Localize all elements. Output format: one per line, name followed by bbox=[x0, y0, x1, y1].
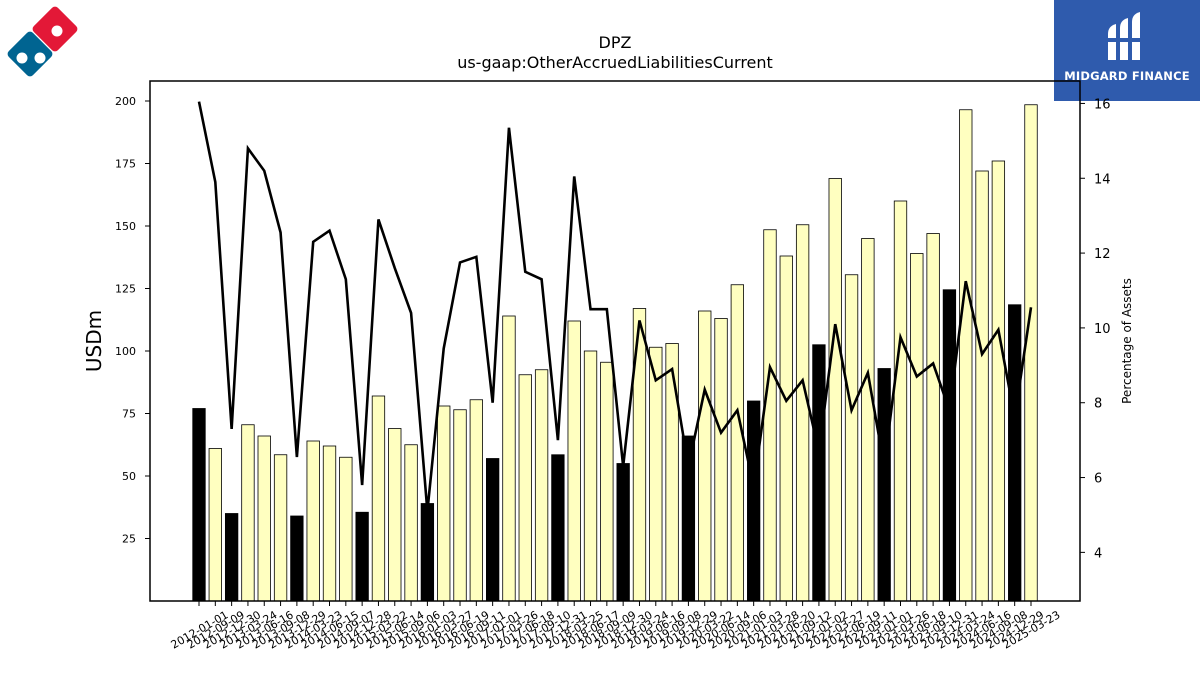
bar bbox=[306, 440, 320, 602]
bar bbox=[322, 445, 337, 602]
bar bbox=[241, 424, 255, 602]
bar bbox=[844, 274, 859, 602]
bar bbox=[420, 503, 435, 602]
bar bbox=[779, 255, 793, 602]
y-tick-label: 150 bbox=[115, 220, 136, 233]
y-tick-label: 200 bbox=[115, 95, 136, 108]
bar bbox=[192, 408, 206, 602]
domino-bottom-tile bbox=[7, 31, 53, 77]
bar bbox=[747, 400, 761, 602]
y-tick-label: 75 bbox=[122, 408, 136, 421]
x-axis: 2012-01-012012-09-092012-12-302013-03-24… bbox=[169, 601, 1063, 652]
bar bbox=[1008, 304, 1022, 602]
bar bbox=[926, 233, 940, 602]
chart-title: DPZ bbox=[599, 33, 632, 52]
bar bbox=[714, 318, 728, 602]
bar bbox=[763, 229, 777, 602]
y-tick-label: 125 bbox=[115, 283, 136, 296]
bar bbox=[518, 374, 532, 602]
y2-tick-label: 10 bbox=[1094, 322, 1111, 337]
y2-tick-label: 6 bbox=[1094, 472, 1102, 487]
y-axis-left: 25 50 75 100 125 150 175 200 bbox=[115, 95, 150, 546]
bar bbox=[861, 238, 875, 602]
y2-axis-label: Percentage of Assets bbox=[1120, 278, 1134, 404]
bar bbox=[730, 284, 744, 602]
bar bbox=[371, 395, 386, 602]
y-tick-label: 175 bbox=[115, 158, 136, 171]
bar bbox=[469, 399, 483, 602]
bar bbox=[453, 409, 467, 602]
bar bbox=[893, 200, 908, 602]
y2-tick-label: 16 bbox=[1094, 97, 1111, 112]
y-tick-label: 50 bbox=[122, 470, 136, 483]
bar bbox=[290, 515, 304, 602]
bar bbox=[828, 178, 842, 602]
chart-subtitle: us-gaap:OtherAccruedLiabilitiesCurrent bbox=[457, 53, 773, 72]
bar bbox=[583, 350, 598, 602]
bar bbox=[534, 369, 549, 602]
bar bbox=[942, 289, 957, 602]
bar bbox=[208, 448, 222, 602]
bar bbox=[257, 435, 271, 602]
bar bbox=[551, 454, 565, 602]
bar bbox=[273, 454, 288, 602]
y2-tick-label: 14 bbox=[1094, 172, 1111, 187]
midgard-mark-icon bbox=[1106, 12, 1142, 60]
plot-frame bbox=[149, 80, 1081, 602]
bar bbox=[502, 315, 516, 602]
bar bbox=[812, 344, 826, 602]
bar bbox=[437, 405, 451, 602]
dpz-logo bbox=[4, 4, 86, 86]
bar bbox=[795, 224, 810, 602]
bar bbox=[1024, 104, 1038, 602]
bar bbox=[339, 456, 353, 602]
midgard-finance-logo: MIDGARD FINANCE bbox=[1054, 0, 1200, 101]
bar bbox=[665, 343, 679, 602]
bar bbox=[991, 160, 1006, 602]
y-tick-label: 25 bbox=[122, 533, 136, 546]
bar bbox=[698, 310, 712, 602]
bar bbox=[910, 253, 924, 602]
y2-tick-label: 12 bbox=[1094, 247, 1111, 262]
bars bbox=[192, 104, 1038, 602]
bar bbox=[355, 511, 369, 602]
domino-top-tile bbox=[32, 6, 78, 52]
percent-line bbox=[197, 101, 1033, 512]
bar bbox=[616, 463, 630, 602]
bar bbox=[404, 444, 418, 602]
bar bbox=[485, 458, 500, 602]
bar bbox=[975, 170, 989, 602]
bar bbox=[877, 368, 891, 602]
y-axis-right: 4 6 8 10 12 14 16 bbox=[1080, 97, 1111, 561]
y-tick-label: 100 bbox=[115, 345, 136, 358]
bar bbox=[224, 513, 239, 602]
percent-of-assets-line bbox=[197, 101, 1033, 512]
bar bbox=[567, 320, 581, 602]
bar bbox=[388, 428, 402, 602]
bar bbox=[959, 109, 973, 602]
bar bbox=[649, 346, 663, 602]
brand-name: MIDGARD FINANCE bbox=[1064, 69, 1190, 83]
bar bbox=[600, 361, 614, 602]
y2-tick-label: 4 bbox=[1094, 546, 1102, 561]
y-axis-label: USDm bbox=[82, 310, 106, 372]
y2-tick-label: 8 bbox=[1094, 397, 1102, 412]
